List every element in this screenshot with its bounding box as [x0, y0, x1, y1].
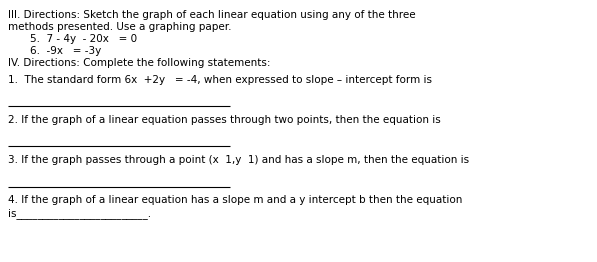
Text: 5.  7 - 4y  - 20x   = 0: 5. 7 - 4y - 20x = 0	[30, 34, 137, 44]
Text: IV. Directions: Complete the following statements:: IV. Directions: Complete the following s…	[8, 58, 270, 68]
Text: 1.  The standard form 6x  +2y   = -4, when expressed to slope – intercept form i: 1. The standard form 6x +2y = -4, when e…	[8, 75, 432, 85]
Text: 3. If the graph passes through a point (x  1,y  1) and has a slope m, then the e: 3. If the graph passes through a point (…	[8, 155, 469, 165]
Text: is_________________________.: is_________________________.	[8, 208, 151, 219]
Text: 2. If the graph of a linear equation passes through two points, then the equatio: 2. If the graph of a linear equation pas…	[8, 115, 441, 125]
Text: 4. If the graph of a linear equation has a slope m and a y intercept b then the : 4. If the graph of a linear equation has…	[8, 195, 462, 205]
Text: III. Directions: Sketch the graph of each linear equation using any of the three: III. Directions: Sketch the graph of eac…	[8, 10, 416, 20]
Text: methods presented. Use a graphing paper.: methods presented. Use a graphing paper.	[8, 22, 232, 32]
Text: 6.  -9x   = -3y: 6. -9x = -3y	[30, 46, 101, 56]
